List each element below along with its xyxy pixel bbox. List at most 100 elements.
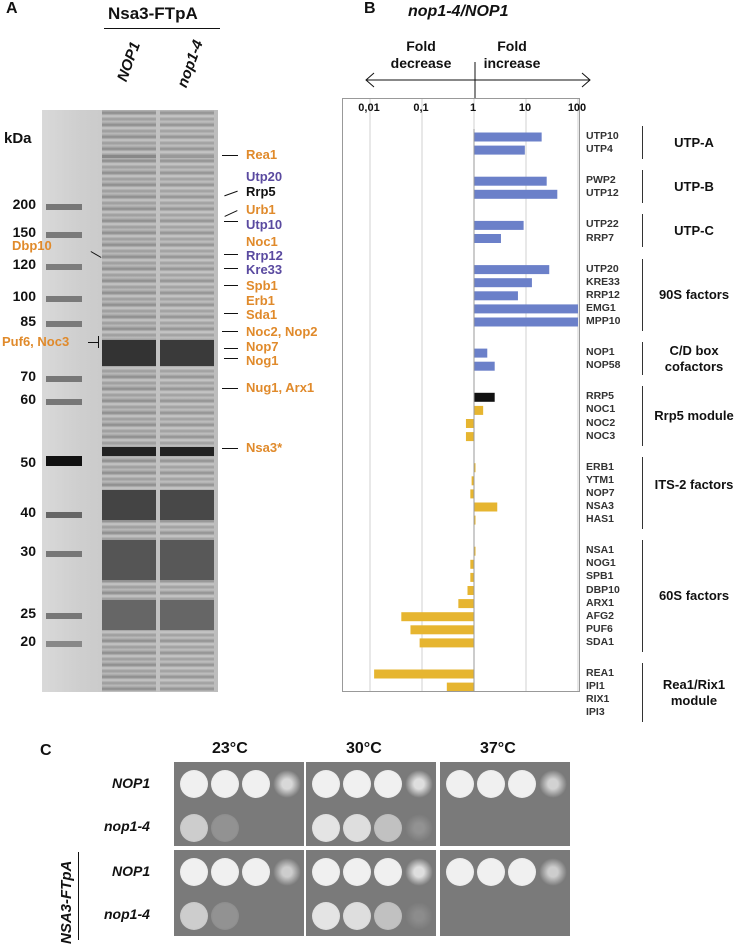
x-tick-label: 10	[518, 102, 532, 114]
marker-120: 120	[12, 256, 36, 272]
panel-a-letter: A	[6, 0, 18, 17]
group-bracket	[642, 663, 643, 723]
bar-spb1	[470, 572, 474, 582]
x-tick-label: 0,01	[358, 102, 380, 114]
gene-label-nop1: NOP1	[586, 346, 615, 359]
bar-dbp10	[467, 586, 474, 595]
group-label: UTP-A	[674, 134, 714, 150]
gel-lane-nop1-4	[160, 110, 214, 692]
group-bracket	[642, 214, 643, 248]
gene-label-has1: HAS1	[586, 513, 615, 526]
bar-noc1	[474, 405, 484, 415]
fold-arrows	[365, 62, 591, 98]
group-bracket	[642, 170, 643, 204]
gene-label-spb1: SPB1	[586, 570, 614, 583]
bar-rea1	[374, 669, 474, 679]
bar-utp22	[474, 220, 524, 230]
gel-lane-marker	[46, 110, 82, 692]
protein-dbp10: Dbp10	[12, 238, 52, 253]
fold-increase-label: Fold increase	[483, 38, 541, 71]
fold-change-chart	[342, 98, 580, 692]
bar-has1	[474, 515, 476, 525]
gel-image	[42, 110, 218, 692]
group-label: Rrp5 module	[654, 407, 734, 423]
yeast-spot	[539, 770, 567, 798]
yeast-spot	[477, 770, 505, 798]
yeast-spot	[508, 770, 536, 798]
yeast-spot	[374, 858, 402, 886]
protein-utp10: Utp10	[246, 217, 283, 232]
bar-nsa3	[474, 502, 498, 512]
yeast-spot	[446, 814, 474, 842]
gene-label-rrp12: RRP12	[586, 288, 620, 301]
yeast-spot	[343, 902, 371, 930]
yeast-spot	[211, 858, 239, 886]
bar-pwp2	[474, 176, 547, 186]
yeast-spot	[273, 858, 301, 886]
yeast-spot	[242, 814, 270, 842]
yeast-spot	[446, 902, 474, 930]
marker-200: 200	[12, 196, 36, 212]
marker-25: 25	[20, 605, 36, 621]
group-bracket	[642, 386, 643, 446]
gene-label-erb1: ERB1	[586, 460, 615, 473]
yeast-spot	[405, 814, 433, 842]
yeast-spot	[273, 770, 301, 798]
yeast-spot	[242, 858, 270, 886]
gene-label-rix1: RIX1	[586, 693, 610, 706]
yeast-spot	[446, 858, 474, 886]
gene-label-utp20: UTP20	[586, 262, 619, 275]
yeast-spot	[508, 858, 536, 886]
row-label-nop1-a: NOP1	[112, 775, 151, 791]
group-label: UTP-C	[674, 222, 714, 238]
yeast-spot	[405, 902, 433, 930]
kda-label: kDa	[4, 130, 32, 147]
protein-rrp12: Rrp12	[246, 248, 283, 263]
gene-label-utp22: UTP22	[586, 218, 619, 231]
yeast-spot	[405, 770, 433, 798]
fold-decrease-label: Fold decrease	[390, 38, 452, 71]
group-label: 90S factors	[658, 286, 730, 302]
gene-label-ipi1: IPI1	[586, 680, 605, 693]
yeast-spot	[405, 858, 433, 886]
gene-label-puf6: PUF6	[586, 622, 613, 635]
yeast-spot	[180, 770, 208, 798]
gene-label-afg2: AFG2	[586, 609, 615, 622]
gene-label-noc1: NOC1	[586, 403, 616, 416]
bar-rrp12	[474, 291, 518, 301]
strain-header-rule	[104, 28, 220, 29]
row-label-nop1-b: NOP1	[112, 863, 151, 879]
protein-utp20: Utp20	[246, 169, 283, 184]
gene-label-nsa1: NSA1	[586, 544, 615, 557]
marker-150: 150	[12, 224, 36, 240]
group-bracket	[642, 456, 643, 530]
bar-nop58	[474, 361, 495, 371]
gene-label-utp4: UTP4	[586, 143, 613, 156]
gene-label-ytm1: YTM1	[586, 473, 615, 486]
marker-50: 50	[20, 454, 36, 470]
yeast-spot	[273, 902, 301, 930]
bar-nsa1	[474, 546, 476, 556]
protein-kre33: Kre33	[246, 262, 283, 277]
group-label: 60S factors	[658, 588, 730, 604]
yeast-spot	[211, 902, 239, 930]
panel-b-title: nop1-4/NOP1	[408, 3, 509, 20]
gene-label-utp12: UTP12	[586, 187, 619, 200]
gene-label-nop7: NOP7	[586, 486, 615, 499]
bar-erb1	[474, 463, 476, 473]
gene-label-sda1: SDA1	[586, 635, 615, 648]
bar-nop1	[474, 348, 488, 358]
bar-kre33	[474, 278, 532, 288]
yeast-spot	[343, 770, 371, 798]
yeast-spot	[477, 858, 505, 886]
gene-label-dbp10: DBP10	[586, 583, 620, 596]
yeast-spot	[312, 814, 340, 842]
protein-sda1: Sda1	[246, 307, 278, 322]
yeast-spot	[211, 770, 239, 798]
bar-puf6	[410, 625, 474, 635]
gene-label-noc2: NOC2	[586, 416, 616, 429]
group-bracket	[642, 258, 643, 331]
yeast-spot	[374, 902, 402, 930]
gene-label-rrp7: RRP7	[586, 231, 615, 244]
yeast-spot	[539, 858, 567, 886]
